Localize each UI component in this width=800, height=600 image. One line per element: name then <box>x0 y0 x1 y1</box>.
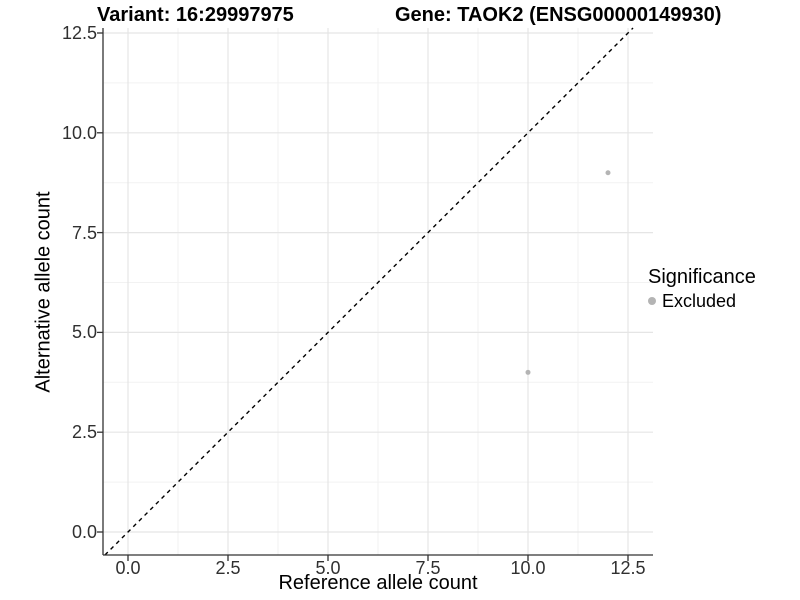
legend-item: Excluded <box>648 291 756 311</box>
legend-title: Significance <box>648 266 756 288</box>
legend-item-label: Excluded <box>662 291 737 311</box>
plot-title-gene: Gene: TAOK2 (ENSG00000149930) <box>395 4 722 26</box>
x-tick-label: 0.0 <box>115 558 141 578</box>
y-tick-label: 12.5 <box>61 23 97 43</box>
plot-title-variant: Variant: 16:29997975 <box>97 4 294 26</box>
y-tick-label: 5.0 <box>71 322 97 343</box>
x-tick-label: 2.5 <box>215 558 241 578</box>
data-point <box>525 369 531 375</box>
x-tick-label: 10.0 <box>510 558 546 578</box>
legend-key-dot-icon <box>648 297 656 305</box>
legend: Significance Excluded <box>648 266 756 311</box>
y-tick-label: 7.5 <box>71 222 97 243</box>
data-point <box>605 170 611 176</box>
legend-items: Excluded <box>648 291 756 311</box>
x-tick-label: 12.5 <box>610 558 646 578</box>
x-axis-label: Reference allele count <box>278 572 478 594</box>
x-tick-label: 7.5 <box>415 558 441 578</box>
y-tick-label: 0.0 <box>71 522 97 542</box>
x-tick-label: 5.0 <box>315 558 341 578</box>
y-tick-label: 10.0 <box>61 122 97 143</box>
y-tick-label: 2.5 <box>71 422 97 443</box>
